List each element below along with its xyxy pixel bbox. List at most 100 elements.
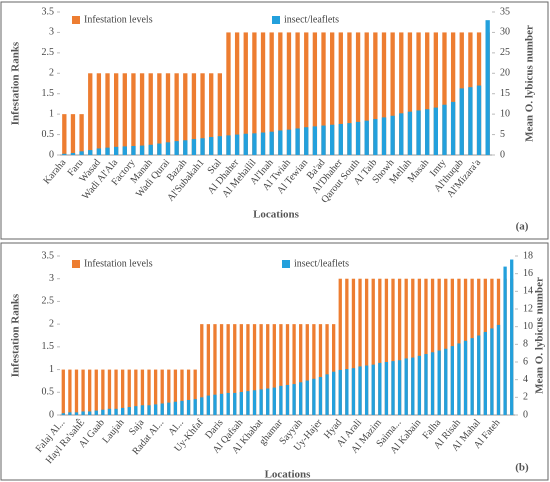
bar (351, 278, 356, 415)
bar (101, 409, 105, 415)
bar (234, 32, 240, 155)
y2-tick-label: 16 (523, 268, 533, 279)
bar (114, 369, 118, 415)
bar (68, 412, 72, 415)
bar (140, 369, 145, 415)
bar (81, 411, 85, 415)
y-tick-label: 0.5 (42, 387, 55, 398)
bar (424, 278, 428, 415)
bar (88, 150, 93, 155)
bar (404, 278, 408, 415)
bar (219, 393, 224, 415)
bar (444, 348, 448, 415)
bar (496, 324, 501, 415)
bar (490, 328, 494, 415)
bar (239, 324, 243, 415)
bar (416, 32, 421, 155)
bar (260, 32, 266, 155)
bar (173, 401, 178, 415)
bar (397, 278, 402, 415)
bar (252, 324, 257, 415)
bar (120, 407, 125, 415)
bar (266, 324, 270, 415)
legend-swatch (272, 16, 280, 24)
bar (381, 32, 387, 155)
bar (186, 369, 191, 415)
y-tick-label: 2 (49, 68, 54, 79)
bar (510, 259, 514, 415)
bar (399, 32, 404, 155)
bar (173, 369, 178, 415)
bar (430, 278, 435, 415)
bar (226, 392, 230, 415)
bar (61, 413, 65, 415)
bar (68, 369, 72, 415)
bar (134, 369, 138, 415)
bar (483, 331, 487, 415)
y2-tick-label: 5 (500, 129, 505, 140)
bar (219, 324, 224, 415)
bar (183, 140, 188, 155)
bar (312, 126, 318, 155)
bar (200, 138, 205, 155)
bar (459, 88, 464, 155)
bar (252, 390, 257, 415)
bar (285, 324, 290, 415)
bar (390, 115, 395, 155)
bar (433, 107, 438, 155)
bar (332, 324, 336, 415)
bar (140, 405, 145, 415)
bar (74, 369, 79, 415)
bar (157, 143, 162, 155)
bar (259, 389, 263, 415)
bar (62, 114, 67, 155)
y-tick-label: 1.5 (42, 88, 55, 99)
bar (425, 32, 430, 155)
bar (183, 73, 188, 155)
bar (246, 391, 250, 415)
bar (358, 366, 362, 415)
bar (325, 374, 329, 415)
bar (468, 87, 473, 155)
bar (279, 385, 283, 415)
bar (191, 139, 197, 155)
bar (312, 324, 316, 415)
bar (364, 32, 369, 155)
y2-tick-label: 35 (500, 6, 510, 17)
bar (318, 377, 323, 415)
bar (485, 20, 490, 155)
bar (304, 127, 309, 155)
bar (384, 278, 389, 415)
bar (285, 384, 290, 415)
bar (217, 136, 222, 155)
bar (131, 146, 136, 155)
y-tick-label: 0 (49, 149, 54, 160)
bar (312, 32, 318, 155)
bar (62, 153, 67, 155)
bar (399, 113, 404, 155)
bar (74, 412, 79, 415)
bar (355, 121, 361, 155)
bar (186, 399, 191, 415)
bar (81, 369, 85, 415)
legend-label: insect/leaflets (294, 258, 349, 269)
x-axis-title: Locations (253, 209, 300, 221)
bar (417, 355, 422, 415)
bar (390, 32, 395, 155)
bar (272, 324, 276, 415)
legend-swatch (282, 260, 290, 268)
bar (94, 410, 98, 415)
bar (330, 32, 335, 155)
bar (167, 369, 171, 415)
y2-tick-label: 6 (523, 356, 528, 367)
bar (477, 335, 481, 415)
bar (355, 32, 361, 155)
bar (391, 278, 395, 415)
bar (200, 397, 204, 415)
bar (239, 392, 243, 415)
y2-tick-label: 12 (523, 303, 533, 314)
y-tick-label: 3 (49, 27, 54, 38)
y-tick-label: 1.5 (42, 341, 55, 352)
bar (269, 131, 274, 155)
